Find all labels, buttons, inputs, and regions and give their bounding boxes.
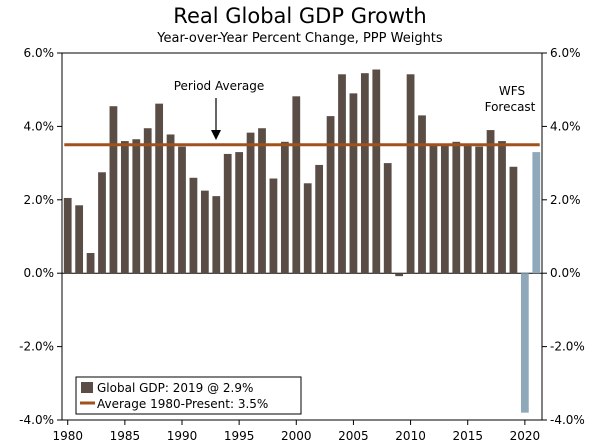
forecast-bar	[532, 152, 541, 274]
y-tick-label-right: -4.0%	[550, 413, 585, 427]
y-tick-label-right: 0.0%	[550, 266, 581, 280]
gdp-bar	[120, 141, 129, 274]
y-tick-label-right: -2.0%	[550, 340, 585, 354]
y-tick-label-right: 4.0%	[550, 119, 581, 133]
gdp-bar	[395, 273, 404, 277]
y-tick-label-left: 4.0%	[24, 119, 55, 133]
gdp-bar	[280, 141, 289, 274]
y-tick-label-left: 0.0%	[24, 266, 55, 280]
gdp-bar	[235, 152, 244, 274]
legend-box	[75, 376, 302, 415]
gdp-bar	[200, 190, 209, 274]
chart-title: Real Global GDP Growth	[173, 4, 427, 28]
gdp-bar	[132, 139, 141, 274]
forecast-label-line1: WFS	[499, 84, 525, 98]
y-tick-label-left: -2.0%	[19, 340, 54, 354]
gdp-bar	[258, 128, 266, 274]
plot-area-border	[61, 52, 543, 421]
gdp-bar	[452, 141, 461, 274]
y-tick-label-right: 2.0%	[550, 193, 581, 207]
gdp-bar	[498, 141, 506, 274]
legend-swatch-gdp	[81, 382, 93, 393]
gdp-bar	[109, 106, 118, 274]
gdp-bar	[98, 172, 106, 274]
legend-label-average: Average 1980-Present: 3.5%	[97, 397, 268, 411]
y-tick-label-left: 2.0%	[24, 193, 55, 207]
gdp-bar	[143, 128, 152, 274]
x-tick-label: 1990	[167, 429, 198, 443]
gdp-bar	[383, 163, 392, 274]
gdp-bar	[486, 130, 495, 274]
legend-label-gdp: Global GDP: 2019 @ 2.9%	[97, 381, 253, 395]
gdp-bar	[166, 134, 175, 274]
gdp-bar	[429, 144, 438, 274]
gdp-bar	[418, 115, 426, 274]
gdp-bar	[338, 74, 346, 274]
gdp-bar	[463, 144, 472, 274]
period-average-label: Period Average	[174, 79, 265, 93]
forecast-label-line2: Forecast	[485, 100, 536, 114]
gdp-bar	[212, 196, 221, 274]
period-average-arrow-head	[211, 130, 221, 140]
gdp-bar	[349, 93, 358, 274]
x-tick-label: 2015	[452, 429, 483, 443]
gdp-bar	[75, 205, 84, 274]
gdp-bar	[223, 153, 232, 274]
gdp-bar	[315, 164, 324, 274]
gdp-bar	[292, 96, 301, 274]
chart-subtitle: Year-over-Year Percent Change, PPP Weigh…	[157, 31, 443, 46]
gdp-bar	[440, 144, 449, 274]
gdp-bar	[155, 103, 164, 274]
x-tick-label: 2000	[281, 429, 312, 443]
y-tick-label-right: 6.0%	[550, 46, 581, 60]
x-tick-label: 2020	[510, 429, 541, 443]
forecast-bar	[520, 273, 529, 413]
gdp-bar	[178, 146, 186, 274]
gdp-bar	[360, 73, 369, 274]
gdp-bar	[269, 178, 278, 274]
gdp-bar	[406, 74, 415, 274]
gdp-bar	[372, 69, 381, 274]
x-tick-label: 1985	[110, 429, 141, 443]
gdp-bar	[63, 197, 72, 274]
gdp-bar	[326, 116, 335, 274]
gdp-bar	[509, 166, 518, 274]
gdp-bar	[246, 132, 255, 274]
gdp-bar	[189, 177, 198, 274]
y-tick-label-left: 6.0%	[24, 46, 55, 60]
y-tick-label-left: -4.0%	[19, 413, 54, 427]
x-tick-label: 2010	[395, 429, 426, 443]
x-tick-label: 1980	[52, 429, 83, 443]
gdp-bar	[475, 146, 484, 274]
gdp-bar	[303, 183, 312, 274]
gdp-bar	[86, 253, 95, 274]
x-tick-label: 1995	[224, 429, 255, 443]
x-tick-label: 2005	[338, 429, 369, 443]
